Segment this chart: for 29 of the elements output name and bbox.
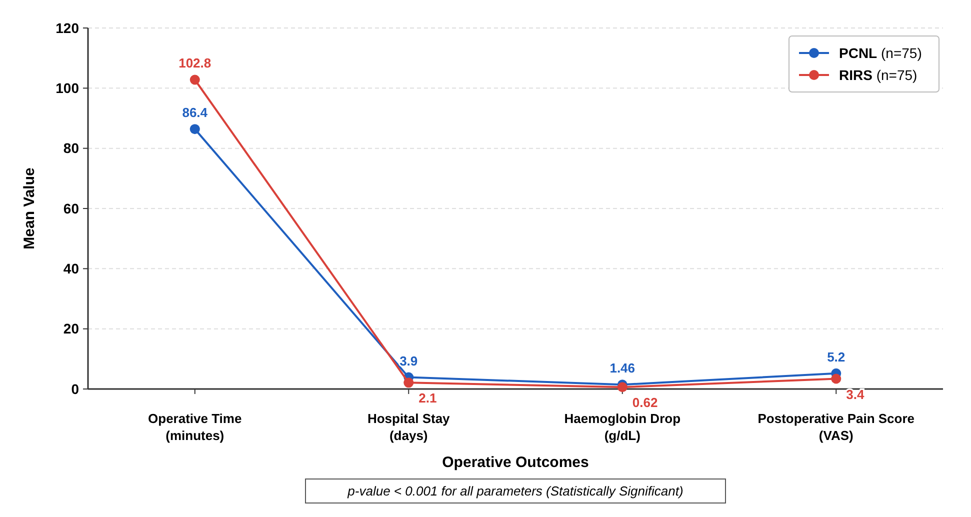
y-tick-label: 20 (63, 320, 80, 337)
y-tick-label: 120 (56, 20, 80, 36)
data-label: 102.8 (178, 56, 212, 71)
x-axis-title: Operative Outcomes (442, 454, 589, 471)
data-label: 86.4 (182, 105, 208, 120)
y-axis-title: Mean Value (21, 168, 38, 250)
y-tick-label: 0 (71, 380, 80, 397)
legend-label: PCNL (n=75) (839, 44, 922, 61)
legend-label: RIRS (n=75) (839, 66, 918, 83)
data-label: 0.62 (632, 395, 658, 410)
point (831, 374, 842, 384)
data-label: 3.4 (846, 386, 865, 402)
data-label: 5.2 (827, 349, 846, 364)
y-tick-label: 100 (56, 80, 80, 96)
x-tick-label: Hospital Stay (days) (367, 411, 451, 443)
x-tick-label: Postoperative Pain Score (VAS) (758, 411, 915, 443)
data-label: 2.1 (418, 390, 437, 406)
text: p-value < 0.001 for all parameters (Statistically Significant) (346, 484, 684, 499)
data-label: 1.46 (610, 360, 636, 376)
data-label: 3.9 (400, 353, 418, 368)
point (190, 124, 200, 134)
x-tick-label: Haemoglobin Drop (g/dL) (564, 411, 681, 443)
x-tick-label: Operative Time (minutes) (148, 411, 242, 443)
y-tick-label: 80 (63, 140, 80, 156)
point (404, 378, 414, 388)
point (190, 74, 200, 85)
y-tick-label: 60 (63, 200, 80, 216)
y-tick-label: 40 (63, 260, 80, 277)
point (617, 382, 628, 392)
